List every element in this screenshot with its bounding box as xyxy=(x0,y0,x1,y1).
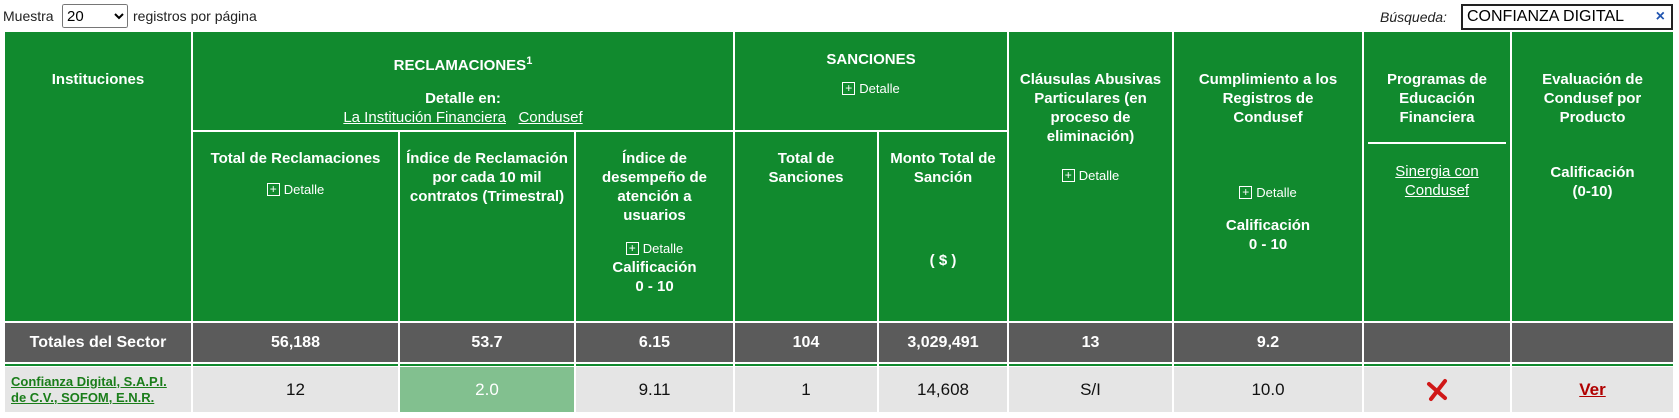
totals-cell: 104 xyxy=(735,323,877,362)
totals-cell: 56,188 xyxy=(193,323,398,362)
data-cell: Confianza Digital, S.A.P.I. de C.V., SOF… xyxy=(5,367,191,412)
link-text: Detalle xyxy=(1078,168,1120,183)
header-cell: Programas de Educación Financiera Sinerg… xyxy=(1364,32,1510,321)
view-link[interactable]: Ver xyxy=(1579,380,1606,399)
data-cell: Ver xyxy=(1512,367,1673,412)
link-text: Detalle xyxy=(283,182,325,197)
header-cell: Total de Reclamaciones + Detalle xyxy=(193,132,398,321)
clear-button[interactable]: × xyxy=(1655,8,1665,25)
header-text: ( $ ) xyxy=(929,252,957,269)
totals-cell: 53.7 xyxy=(400,323,574,362)
row-rule xyxy=(5,364,191,366)
header-cell: Total de Sanciones xyxy=(735,132,877,321)
cell-text: S/I xyxy=(1080,380,1101,399)
per-page-label: registros por página xyxy=(133,8,257,24)
header-cell: RECLAMACIONES1 Detalle en: La Institució… xyxy=(193,32,733,130)
link[interactable]: Sinergia con Condusef xyxy=(1395,163,1479,199)
header-text: Calificación xyxy=(612,259,697,276)
header-text: 0 - 10 xyxy=(1248,236,1288,253)
show-label: Muestra xyxy=(3,8,54,24)
row-rule xyxy=(1364,364,1510,366)
header-text: Calificación xyxy=(1550,164,1635,181)
data-cell: 2.0 xyxy=(400,367,574,412)
search-input[interactable]: CONFIANZA DIGITAL × xyxy=(1461,4,1673,30)
detail-link[interactable]: + Detalle xyxy=(1061,166,1120,185)
link[interactable]: Condusef xyxy=(518,109,583,126)
totals-cell: 6.15 xyxy=(576,323,733,362)
row-rule xyxy=(1512,364,1673,366)
header-text: Índice de Reclamación por cada 10 mil co… xyxy=(406,150,568,205)
data-cell: 9.11 xyxy=(576,367,733,412)
header-text: RECLAMACIONES xyxy=(393,57,527,74)
cell-text: 1 xyxy=(801,380,811,399)
header-cell: Cumplimiento a los Registros de Condusef… xyxy=(1174,32,1362,321)
row-rule xyxy=(1174,364,1362,366)
search-value: CONFIANZA DIGITAL xyxy=(1467,8,1625,25)
row-rule xyxy=(400,364,574,366)
divider xyxy=(1368,142,1506,144)
header-cell: Monto Total de Sanción ( $ ) xyxy=(879,132,1007,321)
header-cell: Índice de Reclamación por cada 10 mil co… xyxy=(400,132,574,321)
totals-cell xyxy=(1364,323,1510,362)
totals-cell: 3,029,491 xyxy=(879,323,1007,362)
header-text: Índice de desempeño de atención a usuari… xyxy=(601,150,708,224)
data-cell xyxy=(1364,367,1510,412)
cell-text: 12 xyxy=(286,380,305,399)
search-label: Búsqueda: xyxy=(1380,9,1447,25)
totals-cell: 9.2 xyxy=(1174,323,1362,362)
detail-link[interactable]: + Detalle xyxy=(625,239,684,258)
cell-text: 14,608 xyxy=(917,380,969,399)
header-text: Cumplimiento a los Registros de Condusef xyxy=(1198,71,1338,126)
row-rule xyxy=(879,364,1007,366)
header-text: Total de Reclamaciones xyxy=(210,150,381,167)
detail-link[interactable]: + Detalle xyxy=(1239,183,1297,202)
header-text: (0-10) xyxy=(1572,183,1613,200)
header-text: Instituciones xyxy=(51,71,145,88)
cell-text: 2.0 xyxy=(475,380,499,399)
footnote: 1 xyxy=(526,55,533,67)
data-cell: S/I xyxy=(1009,367,1172,412)
row-rule xyxy=(576,364,733,366)
header-text: 0 - 10 xyxy=(635,278,674,295)
header-text: Monto Total de Sanción xyxy=(890,150,996,186)
data-cell: 12 xyxy=(193,367,398,412)
header-cell: Instituciones xyxy=(5,32,191,321)
header-text: Evaluación de Condusef por Producto xyxy=(1542,71,1643,126)
row-rule xyxy=(193,364,398,366)
link-text: Detalle xyxy=(1256,185,1297,200)
detail-link[interactable]: + Detalle xyxy=(842,79,900,98)
header-text: Programas de Educación Financiera xyxy=(1386,71,1488,126)
totals-cell: Totales del Sector xyxy=(5,323,191,362)
link-text: Detalle xyxy=(859,81,900,96)
cell-text: 10.0 xyxy=(1251,380,1285,399)
data-cell: 14,608 xyxy=(879,367,1007,412)
header-cell: Índice de desempeño de atención a usuari… xyxy=(576,132,733,321)
header-cell: SANCIONES + Detalle xyxy=(735,32,1007,130)
header-text: Detalle en: xyxy=(425,90,501,107)
row-rule xyxy=(735,364,877,366)
header-text: Cláusulas Abusivas Particulares (en proc… xyxy=(1019,71,1162,145)
header-cell: Cláusulas Abusivas Particulares (en proc… xyxy=(1009,32,1172,321)
header-cell: Evaluación de Condusef por Producto Cali… xyxy=(1512,32,1673,321)
header-text: SANCIONES xyxy=(826,51,916,68)
header-text: Total de Sanciones xyxy=(768,150,844,186)
header-text: Calificación xyxy=(1225,217,1311,234)
status-icon xyxy=(1427,378,1447,401)
data-cell: 10.0 xyxy=(1174,367,1362,412)
page-size[interactable]: 20 xyxy=(62,4,128,28)
data-cell: 1 xyxy=(735,367,877,412)
detail-link[interactable]: + Detalle xyxy=(266,180,325,199)
row-rule xyxy=(1009,364,1172,366)
totals-cell: 13 xyxy=(1009,323,1172,362)
link[interactable]: La Institución Financiera xyxy=(343,109,506,126)
cell-text: 9.11 xyxy=(638,380,671,399)
link-text: Detalle xyxy=(642,241,684,256)
totals-cell xyxy=(1512,323,1673,362)
institution-link[interactable]: Confianza Digital, S.A.P.I. de C.V., SOF… xyxy=(11,373,167,405)
